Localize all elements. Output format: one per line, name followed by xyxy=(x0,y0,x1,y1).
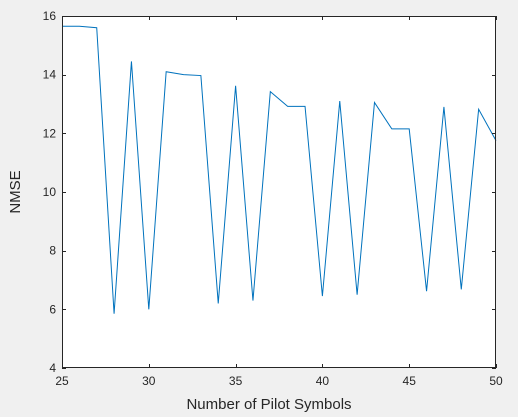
y-tick-label: 6 xyxy=(49,302,56,316)
plot-area xyxy=(62,16,496,368)
ticks-layer: 25 30 35 40 45 50 4 6 8 10 12 14 16 xyxy=(43,9,503,388)
y-tick-label: 10 xyxy=(43,185,57,199)
y-tick-label: 14 xyxy=(43,68,57,82)
series-line-0 xyxy=(62,25,497,314)
y-tick-label: 4 xyxy=(49,361,56,375)
x-tick-label: 45 xyxy=(403,374,417,388)
y-axis-label: NMSE xyxy=(7,170,24,213)
x-axis-label: Number of Pilot Symbols xyxy=(186,396,351,413)
x-tick-label: 35 xyxy=(229,374,243,388)
series-layer xyxy=(62,25,497,314)
x-tick-label: 25 xyxy=(55,374,69,388)
y-tick-label: 16 xyxy=(43,9,57,23)
x-tick-label: 50 xyxy=(489,374,503,388)
y-tick-label: 8 xyxy=(49,244,56,258)
x-tick-label: 30 xyxy=(142,374,156,388)
y-tick-label: 12 xyxy=(43,126,57,140)
x-tick-label: 40 xyxy=(316,374,330,388)
